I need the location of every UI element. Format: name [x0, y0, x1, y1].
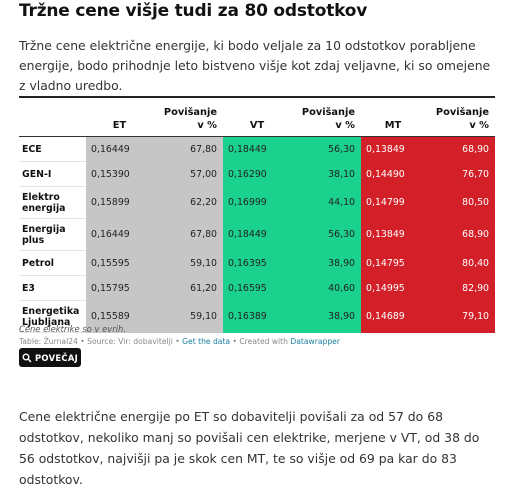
increase-cell: 62,20: [153, 186, 223, 219]
price-cell: 0,15589: [86, 300, 153, 333]
table-row: E3 0,15795 61,20 0,16595 40,60 0,14995 82,90: [19, 275, 495, 301]
price-cell: 0,15795: [86, 275, 153, 301]
table-note: Cene elektrike so v evrih.: [19, 324, 126, 334]
supplier-name: E3: [19, 275, 86, 301]
table-row: Elektro energija 0,15899 62,20 0,16999 44,10 0…: [19, 186, 495, 219]
price-cell: 0,16999: [223, 186, 291, 219]
increase-cell: 82,90: [425, 275, 495, 301]
price-cell: 0,13849: [361, 136, 425, 162]
get-the-data-link[interactable]: Get the data: [182, 337, 231, 346]
increase-cell: 59,10: [153, 250, 223, 276]
supplier-name: Petrol: [19, 250, 86, 276]
price-cell: 0,14995: [361, 275, 425, 301]
increase-cell: 80,50: [425, 186, 495, 219]
increase-cell: 38,90: [291, 250, 361, 276]
datawrapper-link[interactable]: Datawrapper: [290, 337, 340, 346]
price-cell: 0,16395: [223, 250, 291, 276]
table-row: Petrol 0,15595 59,10 0,16395 38,90 0,14795 80,…: [19, 250, 495, 276]
article-intro: Tržne cene električne energije, ki bodo …: [19, 38, 491, 93]
column-header: Povišanje v %: [153, 98, 223, 137]
table-row: Energetika Ljubljana 0,15589 59,10 0,16389 38…: [19, 300, 495, 333]
table-row: GEN-I 0,15390 57,00 0,16290 38,10 0,14490 76,7…: [19, 161, 495, 187]
column-header: MT: [361, 98, 425, 137]
price-cell: 0,15390: [86, 161, 153, 187]
table-row: ECE 0,16449 67,80 0,18449 56,30 0,13849 68,90: [19, 136, 495, 162]
increase-cell: 40,60: [291, 275, 361, 301]
search-icon: [22, 353, 32, 363]
increase-cell: 67,80: [153, 218, 223, 251]
table-top-rule: [19, 96, 495, 98]
increase-cell: 61,20: [153, 275, 223, 301]
price-cell: 0,15899: [86, 186, 153, 219]
increase-cell: 68,90: [425, 218, 495, 251]
price-cell: 0,16449: [86, 136, 153, 162]
table-source: Table: Žurnal24 • Source: Vir: dobavitel…: [19, 337, 340, 346]
table-row: Energija plus 0,16449 67,80 0,18449 56,30 0,13…: [19, 218, 495, 251]
source-text: Table: Žurnal24 • Source: Vir: dobavitel…: [19, 337, 183, 346]
created-with-text: • Created with: [230, 337, 291, 346]
supplier-name: GEN-I: [19, 161, 86, 187]
increase-cell: 56,30: [291, 218, 361, 251]
price-cell: 0,14795: [361, 250, 425, 276]
column-header: VT: [223, 98, 291, 137]
price-cell: 0,14799: [361, 186, 425, 219]
increase-cell: 57,00: [153, 161, 223, 187]
article-title: Tržne cene višje tudi za 80 odstotkov: [19, 1, 368, 21]
column-header: Povišanje v %: [425, 98, 495, 137]
price-cell: 0,13849: [361, 218, 425, 251]
increase-cell: 76,70: [425, 161, 495, 187]
increase-cell: 67,80: [153, 136, 223, 162]
table-body: ECE 0,16449 67,80 0,18449 56,30 0,13849 68,90 G…: [19, 136, 495, 333]
price-cell: 0,18449: [223, 136, 291, 162]
increase-cell: 59,10: [153, 300, 223, 333]
supplier-name: Energetika Ljubljana: [19, 300, 86, 333]
price-cell: 0,16389: [223, 300, 291, 333]
supplier-name: Energija plus: [19, 218, 86, 251]
price-cell: 0,15595: [86, 250, 153, 276]
supplier-name: Elektro energija: [19, 186, 86, 219]
supplier-name: ECE: [19, 136, 86, 162]
enlarge-button-label: POVEČAJ: [34, 352, 79, 363]
price-cell: 0,16290: [223, 161, 291, 187]
increase-cell: 44,10: [291, 186, 361, 219]
article-body: Cene električne energije po ET so dobavi…: [19, 409, 480, 487]
price-cell: 0,14689: [361, 300, 425, 333]
table-header-row: ET Povišanje v % VT Povišanje v % MT Povišanje v…: [19, 98, 495, 137]
column-header: Povišanje v %: [291, 98, 361, 137]
increase-cell: 68,90: [425, 136, 495, 162]
price-table: ET Povišanje v % VT Povišanje v % MT Povišanje v…: [19, 98, 495, 333]
price-cell: 0,18449: [223, 218, 291, 251]
price-cell: 0,16595: [223, 275, 291, 301]
price-cell: 0,14490: [361, 161, 425, 187]
column-header: ET: [86, 98, 153, 137]
enlarge-button[interactable]: POVEČAJ: [19, 348, 81, 367]
increase-cell: 79,10: [425, 300, 495, 333]
increase-cell: 38,90: [291, 300, 361, 333]
increase-cell: 80,40: [425, 250, 495, 276]
price-cell: 0,16449: [86, 218, 153, 251]
increase-cell: 56,30: [291, 136, 361, 162]
increase-cell: 38,10: [291, 161, 361, 187]
column-header: [19, 98, 86, 137]
